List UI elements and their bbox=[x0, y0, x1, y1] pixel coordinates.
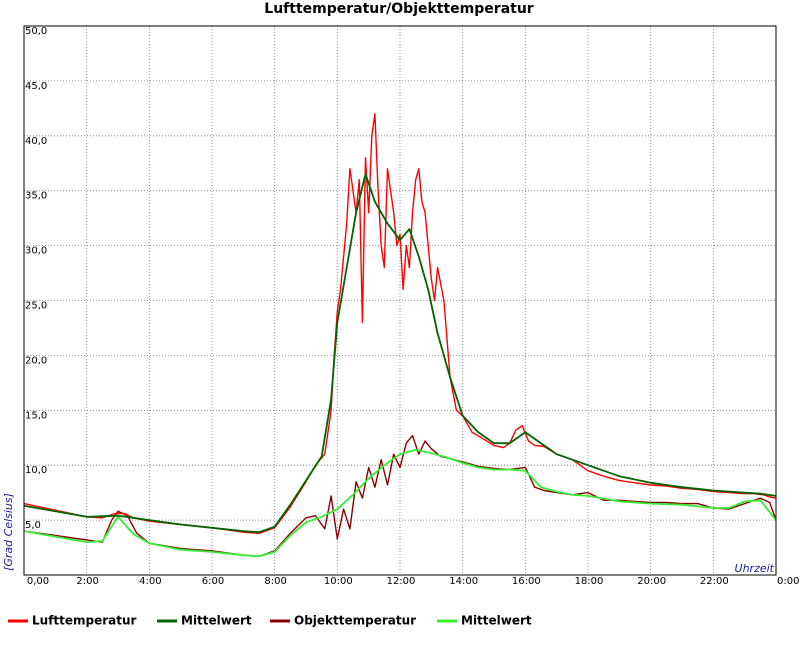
legend-label: Mittelwert bbox=[181, 614, 252, 628]
legend-label: Objekttemperatur bbox=[294, 614, 416, 628]
x-tick-label: 2:00 bbox=[76, 576, 98, 587]
legend-item: Mittelwert bbox=[157, 614, 252, 628]
x-tick-label: 0:00 bbox=[777, 576, 799, 587]
x-tick-label: 18:00 bbox=[575, 576, 604, 587]
x-tick-label: 6:00 bbox=[202, 576, 224, 587]
x-axis-ticks: 0,00 2:00 4:00 6:00 8:00 10:00 12:00 14:00 16:00… bbox=[27, 576, 800, 587]
legend-label: Lufttemperatur bbox=[32, 614, 137, 628]
gridlines bbox=[24, 26, 776, 575]
x-tick-label: 10:00 bbox=[324, 576, 353, 587]
y-tick-label: 15,0 bbox=[25, 410, 47, 421]
x-tick-label: 16:00 bbox=[512, 576, 541, 587]
x-tick-label: 8:00 bbox=[264, 576, 286, 587]
y-tick-label: 30,0 bbox=[25, 246, 47, 257]
x-tick-label: 20:00 bbox=[637, 576, 666, 587]
y-axis-label: [Grad Celsius] bbox=[2, 493, 15, 571]
legend: Lufttemperatur Mittelwert Objekttemperatur… bbox=[8, 614, 532, 628]
x-tick-label: 4:00 bbox=[139, 576, 161, 587]
x-axis-label: Uhrzeit bbox=[735, 562, 775, 575]
y-tick-label: 35,0 bbox=[25, 191, 47, 202]
y-tick-label: 45,0 bbox=[25, 81, 47, 92]
series-mittelwert-luft bbox=[23, 173, 777, 534]
series-objekttemperatur bbox=[23, 434, 777, 557]
y-tick-label: 40,0 bbox=[25, 136, 47, 147]
y-tick-label: 5,0 bbox=[25, 520, 41, 531]
x-tick-label: 12:00 bbox=[387, 576, 416, 587]
x-tick-label: 14:00 bbox=[449, 576, 478, 587]
x-tick-label: 0,00 bbox=[27, 576, 49, 587]
plot-frame bbox=[23, 25, 777, 576]
legend-item: Mittelwert bbox=[437, 614, 532, 628]
y-axis-ticks: 5,0 10,0 15,0 20,0 25,0 30,0 35,0 40,0 45,0 50,0 bbox=[25, 26, 47, 531]
y-tick-label: 10,0 bbox=[25, 465, 47, 476]
x-tick-label: 22:00 bbox=[700, 576, 729, 587]
legend-item: Lufttemperatur bbox=[8, 614, 137, 628]
series-mittelwert-objekt bbox=[23, 448, 777, 558]
series-layer bbox=[23, 113, 777, 558]
legend-item: Objekttemperatur bbox=[270, 614, 416, 628]
chart-title: Lufttemperatur/Objekttemperatur bbox=[264, 1, 534, 17]
legend-label: Mittelwert bbox=[461, 614, 532, 628]
y-tick-label: 25,0 bbox=[25, 301, 47, 312]
y-tick-label: 50,0 bbox=[25, 26, 47, 37]
y-tick-label: 20,0 bbox=[25, 355, 47, 366]
